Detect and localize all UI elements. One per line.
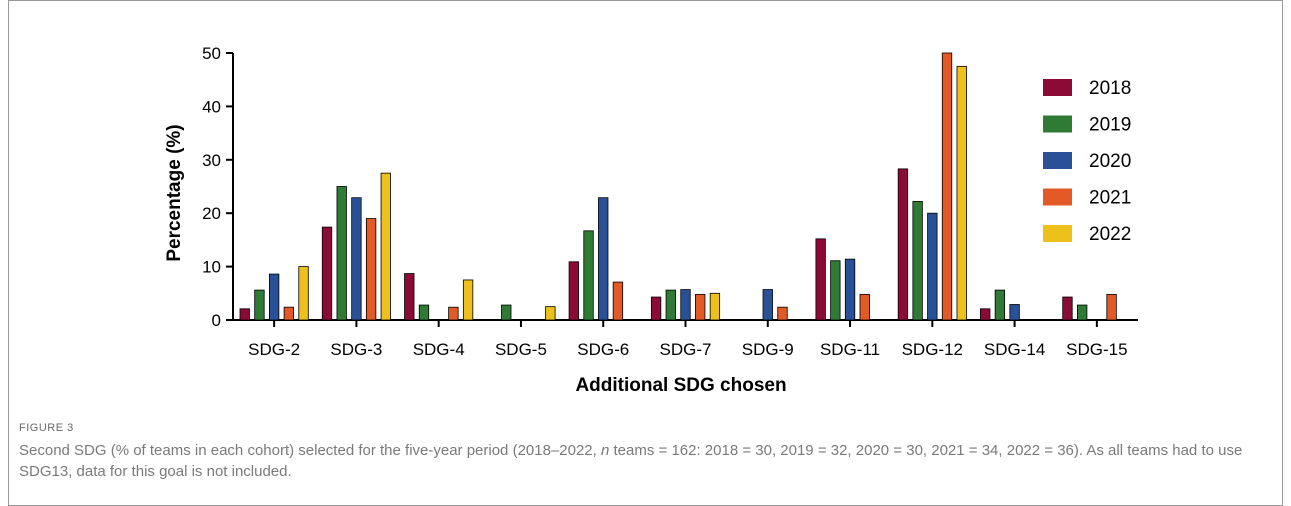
figure-caption: Second SDG (% of teams in each cohort) s… — [19, 440, 1259, 482]
bar — [321, 226, 333, 321]
figure-label: FIGURE 3 — [19, 422, 74, 434]
x-axis-label: Additional SDG chosen — [575, 375, 786, 396]
legend: 2018 2019 2020 2021 2022 — [1043, 78, 1131, 245]
x-tick-label: SDG-12 — [902, 340, 963, 359]
legend-label: 2021 — [1089, 188, 1131, 209]
legend-swatch — [1043, 152, 1072, 169]
y-axis-label: Percentage (%) — [164, 124, 185, 261]
caption-text-2: teams = 162: 2018 = 30, 2019 = 32, 2020 … — [19, 442, 1243, 480]
bar — [351, 197, 362, 321]
legend-label: 2018 — [1089, 78, 1131, 99]
legend-swatch — [1043, 115, 1072, 133]
x-tick-label: SDG-14 — [984, 340, 1045, 359]
x-tick-label: SDG-2 — [248, 340, 300, 359]
bar — [777, 306, 788, 321]
bar — [956, 65, 967, 321]
legend-label: 2020 — [1089, 151, 1131, 172]
x-axis: SDG-2 SDG-3 SDG-4 SDG-5 SDG-6 SDG-7 SDG-9 SDG-1… — [232, 319, 1138, 359]
bar — [418, 304, 430, 321]
bar — [448, 306, 459, 321]
bar — [815, 238, 826, 321]
bar — [380, 172, 391, 321]
y-tick-label: 0 — [212, 311, 221, 330]
legend-label: 2019 — [1089, 115, 1131, 136]
bar — [830, 260, 841, 321]
x-tick-label: SDG-4 — [413, 340, 465, 359]
bar — [897, 168, 909, 321]
bar — [239, 308, 250, 321]
bar — [404, 273, 415, 321]
bar — [709, 292, 721, 321]
figure-frame-bottom — [8, 490, 1283, 506]
bar — [665, 289, 676, 321]
bar — [545, 306, 556, 321]
bar — [598, 197, 609, 321]
legend-swatch — [1043, 188, 1072, 206]
x-tick-label: SDG-3 — [330, 340, 382, 359]
y-tick-label: 10 — [202, 258, 221, 277]
bar — [268, 273, 280, 321]
x-tick-label: SDG-9 — [742, 340, 794, 359]
bar — [994, 289, 1006, 321]
y-tick-label: 40 — [202, 97, 221, 116]
x-tick-label: SDG-5 — [495, 340, 547, 359]
x-tick-label: SDG-7 — [660, 340, 712, 359]
bars — [239, 52, 1117, 321]
legend-label: 2022 — [1089, 224, 1131, 245]
y-tick-label: 20 — [202, 204, 221, 223]
bar — [1106, 293, 1117, 321]
figure-frame — [8, 0, 1283, 506]
x-tick-label: SDG-15 — [1066, 340, 1127, 359]
bar — [1009, 304, 1020, 321]
bar — [1062, 296, 1073, 321]
bar — [1077, 304, 1088, 321]
bar — [254, 289, 265, 321]
legend-swatch — [1043, 225, 1072, 242]
y-axis: 0 10 20 30 40 50 — [202, 44, 234, 330]
bar — [365, 218, 377, 321]
bar — [501, 304, 512, 321]
bar — [283, 306, 294, 321]
bar — [927, 212, 938, 321]
bar — [462, 279, 474, 321]
bar — [912, 201, 923, 321]
x-tick-label: SDG-11 — [820, 340, 880, 359]
x-tick-label: SDG-6 — [577, 340, 629, 359]
bar — [583, 230, 594, 321]
legend-swatch — [1043, 79, 1072, 96]
bar — [680, 289, 691, 321]
bar — [298, 266, 309, 321]
caption-text-1: Second SDG (% of teams in each cohort) s… — [19, 442, 601, 459]
bar — [650, 296, 662, 321]
bar — [859, 293, 870, 321]
bar — [941, 52, 953, 321]
caption-italic-n: n — [600, 442, 610, 459]
bar — [612, 281, 624, 321]
bar — [695, 293, 706, 321]
y-tick-label: 50 — [202, 44, 221, 63]
bar — [762, 289, 773, 321]
bar — [568, 261, 579, 321]
y-tick-label: 30 — [202, 151, 221, 170]
bar — [844, 258, 856, 321]
bar — [336, 186, 347, 321]
bar — [980, 308, 991, 321]
